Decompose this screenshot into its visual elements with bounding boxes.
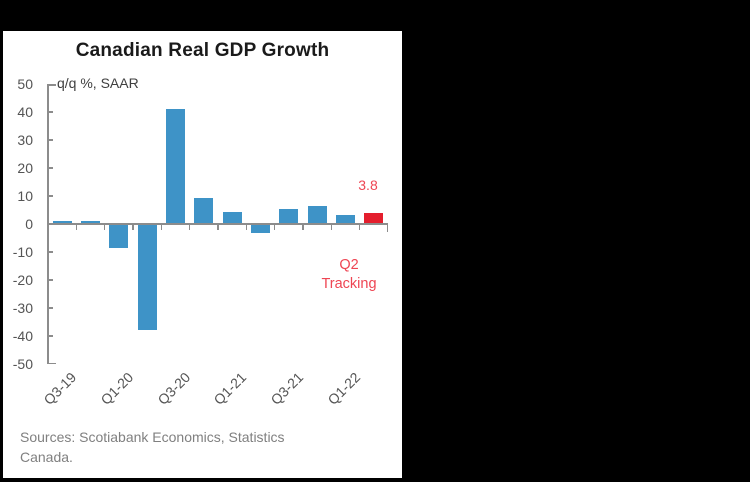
y-axis-tick — [48, 167, 53, 169]
y-axis-tick — [48, 279, 53, 281]
x-tick-label-q3-20: Q3-20 — [153, 369, 193, 408]
y-tick-label-10: 10 — [17, 188, 33, 204]
bar-q1-21 — [222, 211, 242, 224]
y-tick-label-0: 0 — [25, 216, 33, 232]
tracking-annotation-line1: Q2 — [339, 257, 359, 273]
y-axis-line — [47, 84, 49, 364]
y-axis-bottom-bracket — [48, 362, 56, 364]
x-tick-label-q3-21: Q3-21 — [267, 369, 307, 408]
x-axis-tick — [160, 225, 163, 230]
x-tick-label-q1-20: Q1-20 — [97, 369, 137, 408]
tracking-value-label: 3.8 — [358, 177, 378, 193]
bar-q2-22 — [364, 213, 384, 224]
y-axis-tick — [48, 335, 53, 337]
x-axis-tick — [245, 225, 248, 230]
bar-q4-20 — [194, 197, 214, 224]
bar-q1-20 — [109, 224, 129, 248]
y-tick-label--40: -40 — [12, 328, 33, 344]
y-axis-tick — [48, 195, 53, 197]
y-axis-tick — [48, 251, 53, 253]
x-tick-label-q3-19: Q3-19 — [40, 369, 80, 408]
x-axis-tick — [103, 225, 106, 230]
y-tick-label--50: -50 — [12, 356, 33, 372]
x-axis-tick — [188, 225, 191, 230]
y-tick-label-20: 20 — [17, 160, 33, 176]
tracking-annotation-line2: Tracking — [321, 276, 377, 292]
chart-title: Canadian Real GDP Growth — [75, 40, 330, 61]
x-axis-line — [48, 223, 388, 225]
x-axis-tick — [358, 225, 361, 230]
y-tick-label--20: -20 — [12, 272, 33, 288]
bar-q2-21 — [251, 224, 270, 233]
bar-q3-21 — [279, 209, 299, 224]
y-tick-label-50: 50 — [17, 76, 33, 92]
bar-q4-19 — [81, 221, 100, 224]
bar-q2-20 — [137, 224, 157, 331]
y-tick-label--30: -30 — [12, 300, 33, 316]
y-axis-tick — [48, 139, 53, 141]
axis-unit-label: q/q %, SAAR — [57, 75, 139, 91]
bar-q1-22 — [336, 215, 355, 224]
y-tick-label-40: 40 — [17, 104, 33, 120]
tracking-annotation: Q2 Tracking — [304, 256, 394, 294]
x-axis-tick — [302, 225, 304, 230]
x-tick-label-q1-21: Q1-21 — [210, 369, 250, 408]
y-axis-tick — [48, 307, 53, 309]
x-axis-tick — [273, 225, 276, 230]
sources-note: Sources: Scotiabank Economics, Statistic… — [20, 429, 285, 465]
x-tick-label-q1-22: Q1-22 — [323, 369, 363, 408]
bar-q3-19 — [52, 220, 72, 224]
y-axis-top-bracket — [48, 84, 56, 86]
x-axis-end-hook — [386, 225, 388, 232]
bar-q4-21 — [307, 205, 327, 224]
x-axis-tick — [330, 225, 333, 230]
x-axis-tick — [132, 225, 134, 230]
x-axis-tick — [75, 225, 78, 230]
bar-q3-20 — [166, 109, 185, 224]
chart-panel — [3, 31, 402, 478]
y-axis-tick — [48, 111, 53, 113]
y-tick-label-30: 30 — [17, 132, 33, 148]
x-axis-tick — [217, 225, 219, 230]
y-tick-label--10: -10 — [12, 244, 33, 260]
